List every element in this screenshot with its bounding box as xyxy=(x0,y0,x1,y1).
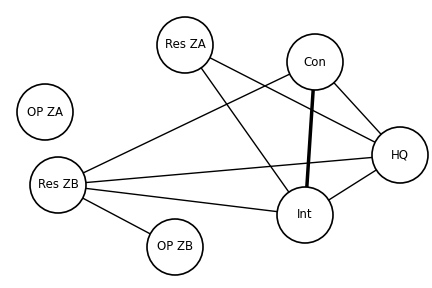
Text: Res ZB: Res ZB xyxy=(38,179,79,192)
Text: OP ZA: OP ZA xyxy=(27,105,63,118)
Text: Res ZA: Res ZA xyxy=(165,39,205,52)
Circle shape xyxy=(157,17,213,73)
Text: OP ZB: OP ZB xyxy=(157,240,193,253)
Text: HQ: HQ xyxy=(391,149,409,162)
Circle shape xyxy=(372,127,428,183)
Circle shape xyxy=(17,84,73,140)
Circle shape xyxy=(147,219,203,275)
Circle shape xyxy=(277,187,333,243)
Text: Con: Con xyxy=(304,56,327,69)
Text: Int: Int xyxy=(297,209,313,221)
Circle shape xyxy=(30,157,86,213)
Circle shape xyxy=(287,34,343,90)
